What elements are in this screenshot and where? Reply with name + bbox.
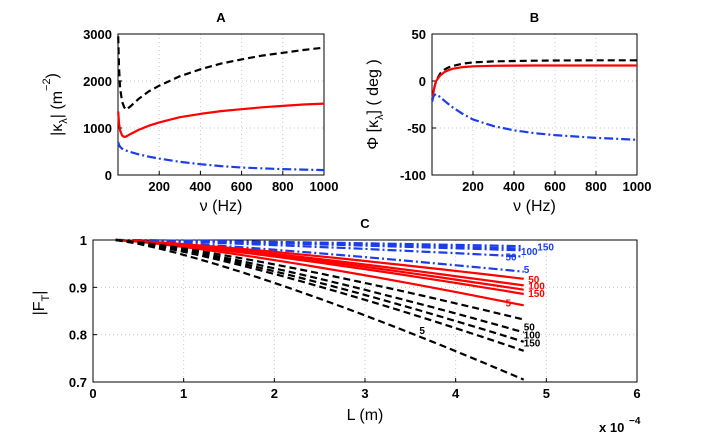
- curve-solid: [115, 238, 524, 307]
- y-tick-label: -100: [400, 168, 426, 183]
- y-axis-label: |κλ| (m−2): [41, 73, 70, 136]
- x-axis-label: ν (Hz): [513, 198, 556, 215]
- x-tick-label: 2: [271, 386, 278, 401]
- curve-annotation: 50: [524, 323, 536, 334]
- series-line-solid: [431, 64, 637, 100]
- curve-dashed: [115, 238, 525, 352]
- y-axis-label: |FT|: [31, 291, 52, 316]
- curve-annotation: 50: [528, 275, 540, 286]
- curve-annotation: 100: [524, 331, 541, 342]
- y-axis-label-part: λ: [374, 114, 386, 120]
- chart-title: B: [530, 10, 539, 25]
- x-tick-label: 200: [148, 179, 170, 194]
- y-tick-label: 3000: [83, 27, 112, 42]
- series-line-dashdot: [431, 93, 638, 141]
- x-tick-label: 5: [543, 386, 550, 401]
- y-tick-label: 1000: [83, 121, 112, 136]
- y-tick-label: 0.8: [69, 328, 87, 343]
- chart-title: A: [216, 10, 226, 25]
- y-axis-label-part: | (m: [49, 91, 66, 118]
- curve-annotation: 5: [419, 326, 425, 337]
- curve-annotation: 150: [537, 243, 554, 254]
- y-axis-label-part: |F: [31, 301, 48, 315]
- x-tick-label: 4: [452, 386, 460, 401]
- curve-dashed: [115, 238, 525, 381]
- x-tick-label: 200: [462, 179, 484, 194]
- y-axis-label-part: |κ: [49, 123, 66, 136]
- x-axis-label: ν (Hz): [200, 198, 243, 215]
- x-tick-label: 800: [272, 179, 294, 194]
- y-tick-label: 0.9: [69, 280, 87, 295]
- x-axis-label: L (m): [347, 407, 384, 424]
- y-axis-label-part: Φ [κ: [365, 119, 382, 150]
- y-tick-label: 0.7: [69, 375, 87, 390]
- y-tick-label: 0: [105, 168, 112, 183]
- series-line-solid: [117, 102, 325, 138]
- curve-solid: [115, 238, 524, 296]
- x-tick-label: 6: [633, 386, 640, 401]
- x-axis-multiplier: x 10: [599, 420, 624, 435]
- series-line-dashdot: [117, 141, 325, 172]
- y-axis-label-part: T: [40, 294, 52, 301]
- y-axis-label-part: ): [44, 73, 61, 78]
- series-line-dashed: [117, 36, 325, 111]
- y-tick-label: 50: [412, 27, 426, 42]
- y-axis-label-part: −2: [41, 78, 53, 91]
- curve-annotation: 150: [528, 289, 545, 300]
- y-axis-label-part: ] ( deg ): [365, 59, 382, 114]
- y-axis-label-part: λ: [58, 118, 70, 124]
- x-axis-multiplier-exponent: −4: [629, 416, 641, 427]
- x-tick-label: 1000: [310, 179, 339, 194]
- y-tick-label: -50: [407, 121, 426, 136]
- curve-dashed: [115, 238, 524, 321]
- x-tick-label: 800: [585, 179, 607, 194]
- curve-annotation: 5: [506, 299, 512, 310]
- panel-a: 200 400 600 800 1000 0 1000 2000 3000 Aν (Hz) |κλ|…: [41, 10, 338, 215]
- y-axis-label: Φ [κλ] ( deg ): [365, 59, 386, 149]
- x-tick-label: 0: [89, 386, 96, 401]
- x-tick-label: 600: [231, 179, 253, 194]
- curve-annotation: 100: [521, 247, 538, 258]
- x-tick-label: 1000: [623, 179, 652, 194]
- x-tick-label: 1: [180, 386, 187, 401]
- curve-annotation: 150: [524, 339, 541, 350]
- y-tick-label: 1: [80, 233, 87, 248]
- y-tick-label: 0: [419, 74, 426, 89]
- curve-dashdot: [115, 238, 524, 258]
- curve-annotation: 5: [524, 265, 530, 276]
- y-tick-label: 2000: [83, 74, 112, 89]
- y-axis-label-part: |: [31, 291, 48, 295]
- x-tick-label: 400: [190, 179, 212, 194]
- curve-annotation: 100: [528, 281, 545, 292]
- axes-frame: [431, 33, 638, 176]
- curve-annotation: 50: [506, 253, 518, 264]
- x-tick-label: 3: [361, 386, 368, 401]
- x-tick-label: 400: [503, 179, 525, 194]
- chart-title: C: [360, 216, 370, 231]
- panel-b: 200 400 600 800 1000 -100 -50 0 50 Bν (Hz) Φ [κλ] …: [365, 10, 651, 215]
- x-tick-label: 600: [544, 179, 566, 194]
